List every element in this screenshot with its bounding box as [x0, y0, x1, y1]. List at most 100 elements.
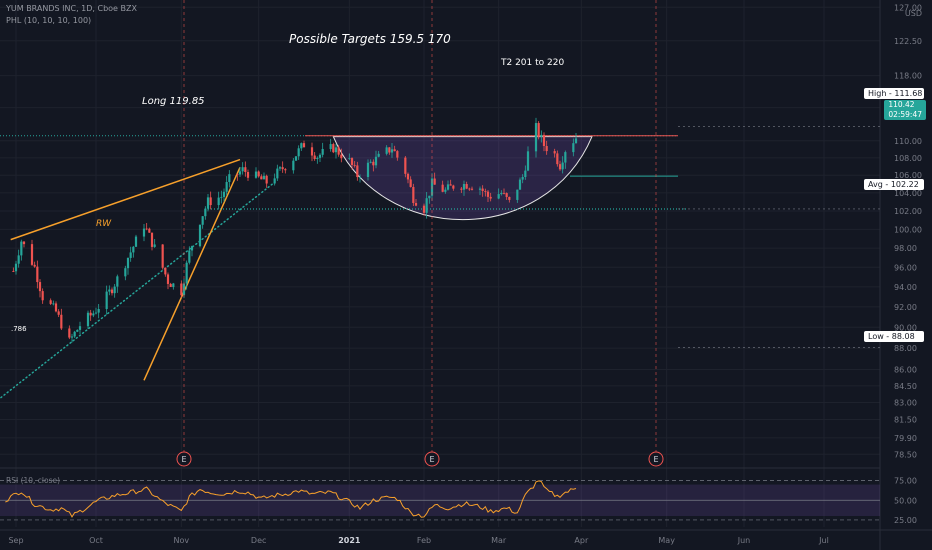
candle — [534, 117, 538, 158]
candle-body — [172, 283, 175, 287]
candle-body — [534, 123, 538, 152]
candle — [244, 161, 247, 177]
candle-body — [414, 202, 418, 206]
candle — [204, 206, 207, 220]
candle — [366, 159, 370, 181]
candle — [502, 188, 506, 195]
candle-body — [558, 164, 562, 170]
candle-body — [241, 167, 244, 172]
earnings-event-icon[interactable]: E — [424, 451, 440, 467]
orange-lower-trendline — [143, 167, 241, 381]
candle-body — [452, 185, 455, 189]
candle — [409, 176, 412, 188]
candle-body — [110, 289, 114, 294]
candle — [508, 196, 511, 203]
candle-body — [273, 178, 276, 184]
candle — [217, 191, 220, 210]
candle — [452, 184, 455, 191]
candle-body — [358, 176, 362, 178]
chart-legend: YUM BRANDS INC, 1D, Cboe BZX PHL (10, 10… — [6, 3, 137, 27]
candle — [57, 309, 60, 318]
candle — [225, 176, 228, 196]
candle — [572, 138, 575, 157]
candle — [38, 279, 42, 298]
candle — [164, 267, 167, 277]
candle-body — [260, 176, 263, 180]
event-circle — [176, 451, 192, 467]
candle-body — [153, 244, 156, 247]
candle — [428, 195, 431, 204]
candle-body — [388, 147, 391, 153]
candle-body — [505, 193, 508, 197]
candle-body — [366, 162, 370, 177]
candle-body — [262, 175, 266, 180]
cup-shape — [332, 136, 593, 220]
candle — [556, 150, 559, 167]
time-tick-label: Nov — [174, 536, 190, 545]
earnings-event-icon[interactable]: E — [176, 451, 192, 467]
candle-body — [516, 189, 519, 200]
candle-body — [201, 216, 204, 225]
price-tick-label: 122.50 — [894, 37, 922, 46]
candle — [254, 167, 258, 179]
candle-body — [489, 196, 492, 199]
candle — [516, 189, 519, 203]
price-tick-label: 83.00 — [894, 398, 917, 407]
last-price-badge: 110.42 02:59:47 — [884, 100, 926, 120]
candle — [30, 239, 34, 266]
candle-body — [446, 184, 450, 190]
candle-body — [220, 196, 223, 198]
candle-body — [481, 188, 484, 191]
candle-body — [148, 228, 151, 233]
candle — [465, 181, 468, 190]
rsi-tick-label: 75.00 — [894, 477, 917, 486]
candle — [292, 158, 295, 174]
price-tick-label: 88.00 — [894, 344, 917, 353]
candle-body — [190, 246, 194, 251]
candle — [441, 180, 444, 193]
candle-body — [409, 179, 412, 187]
candle-body — [478, 188, 482, 190]
event-label: E — [429, 455, 434, 464]
candle-body — [425, 198, 428, 213]
price-tick-label: 84.50 — [894, 382, 917, 391]
candle-body — [350, 158, 354, 165]
candle — [574, 132, 578, 144]
candle — [396, 150, 399, 161]
candle — [92, 310, 95, 318]
candle-body — [542, 134, 546, 147]
candle-body — [198, 224, 202, 247]
candle-body — [129, 252, 132, 258]
candle — [14, 260, 18, 275]
candle-body — [22, 241, 26, 245]
earnings-event-icon[interactable]: E — [648, 451, 664, 467]
candle — [110, 287, 114, 296]
candle — [489, 192, 492, 202]
candle — [318, 153, 322, 162]
price-tick-label: 106.00 — [894, 171, 922, 180]
candle-body — [204, 208, 207, 217]
candle — [340, 148, 343, 163]
candle — [444, 187, 447, 194]
candle-body — [113, 286, 116, 294]
candle-body — [508, 196, 511, 200]
candle — [113, 284, 116, 298]
candle-body — [180, 283, 183, 296]
price-tick-label: 98.00 — [894, 244, 917, 253]
candle — [94, 307, 98, 315]
candle — [470, 186, 474, 191]
candle-body — [572, 143, 575, 153]
candle-body — [337, 147, 340, 155]
candle-body — [281, 167, 284, 170]
candle — [313, 152, 316, 161]
candle — [73, 330, 76, 338]
candle — [76, 329, 79, 333]
candle-body — [78, 326, 82, 330]
candle-body — [484, 190, 487, 192]
candle — [478, 186, 482, 196]
candle-body — [265, 175, 268, 184]
candle-body — [188, 250, 191, 263]
